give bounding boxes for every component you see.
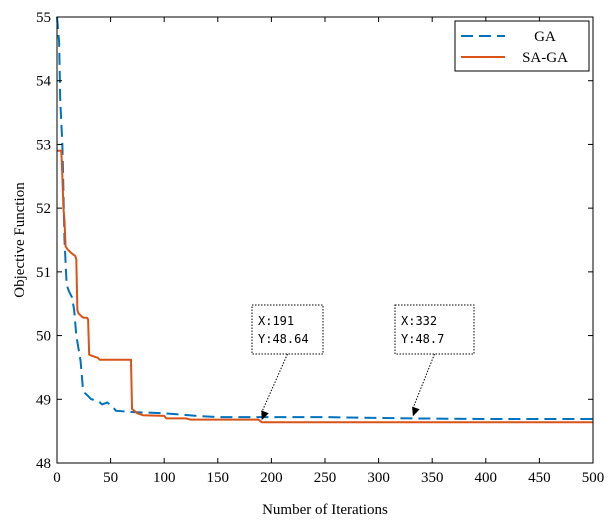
x-tick-label: 450: [528, 470, 551, 486]
data-tip-arrowhead: [412, 406, 420, 417]
data-tip-pointer: [261, 353, 288, 413]
x-tick-label: 250: [314, 470, 337, 486]
y-axis-label: Objective Function: [12, 182, 28, 298]
data-tip-box: [251, 304, 324, 355]
x-tick-label: 400: [475, 470, 498, 486]
series-line-ga: [56, 16, 593, 421]
y-tick-label: 48: [36, 456, 51, 472]
data-tip-text: X:332: [401, 314, 437, 328]
y-tick-label: 49: [36, 392, 51, 408]
x-tick-label: 350: [421, 470, 444, 486]
legend-box: [454, 20, 590, 72]
y-tick-label: 53: [36, 137, 51, 153]
legend: GA SA-GA: [454, 20, 590, 72]
data-tip-text: Y:48.64: [258, 332, 309, 346]
y-tick-label: 54: [36, 74, 52, 90]
legend-label: SA-GA: [522, 50, 568, 66]
series-line-sa-ga: [57, 149, 593, 424]
y-tick-label: 51: [36, 265, 51, 281]
x-tick-label: 200: [260, 470, 283, 486]
x-tick-label: 100: [153, 470, 176, 486]
data-tip-text: X:191: [258, 314, 294, 328]
y-tick-label: 50: [36, 329, 51, 345]
y-tick-label: 52: [36, 201, 51, 217]
plot-frame: [56, 16, 594, 464]
data-tip-pointer: [412, 353, 435, 409]
y-tick-label: 55: [36, 10, 51, 26]
data-tip-arrowhead: [261, 410, 269, 421]
x-tick-label: 300: [367, 470, 390, 486]
x-tick-label: 500: [582, 470, 605, 486]
data-tip-332: X:332 Y:48.7: [394, 304, 475, 417]
x-tick-label: 150: [207, 470, 230, 486]
data-tip-191: X:191 Y:48.64: [251, 304, 324, 421]
x-tick-label: 50: [103, 470, 118, 486]
plot-area: 0 50 100 150 200 250 300 350 400 450 500 48 49 50 51 52…: [36, 10, 604, 486]
legend-label: GA: [534, 29, 556, 45]
x-axis-label: Number of Iterations: [262, 502, 388, 518]
data-tip-box: [394, 304, 475, 355]
x-tick-label: 0: [53, 470, 61, 486]
data-tip-text: Y:48.7: [401, 332, 444, 346]
